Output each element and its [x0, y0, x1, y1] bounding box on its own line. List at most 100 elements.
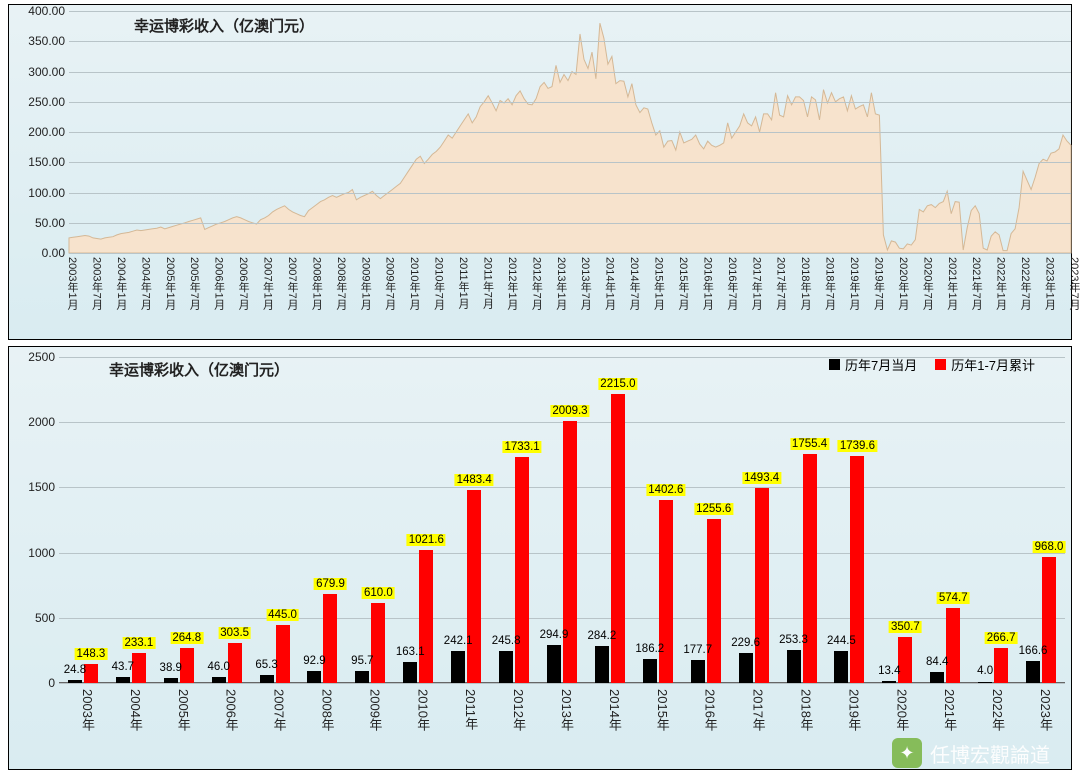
x-tick-label: 2006年 — [222, 689, 241, 731]
x-tick-label: 2022年7月 — [1017, 257, 1033, 310]
x-tick-label: 2004年7月 — [137, 257, 153, 310]
cumulative-value-label: 1402.6 — [646, 484, 685, 496]
x-tick-label: 2007年 — [270, 689, 289, 731]
bar-month — [691, 660, 705, 683]
month-value-label: 38.9 — [160, 662, 182, 674]
bar-month — [787, 650, 801, 683]
month-value-label: 294.9 — [540, 629, 569, 641]
cumulative-value-label: 574.7 — [937, 592, 970, 604]
bar-month — [978, 682, 992, 683]
month-value-label: 229.6 — [731, 637, 760, 649]
bar-month — [212, 677, 226, 683]
x-tick-label: 2016年1月 — [699, 257, 715, 310]
x-tick-label: 2005年 — [174, 689, 193, 731]
x-tick-label: 2013年1月 — [553, 257, 569, 310]
bar-month — [260, 675, 274, 684]
y-tick-label: 2000 — [28, 415, 55, 429]
y-tick-label: 500 — [35, 611, 55, 625]
cumulative-value-label: 1755.4 — [790, 438, 829, 450]
bar-cumulative — [276, 625, 290, 683]
x-tick-label: 2008年 — [317, 689, 336, 731]
cumulative-value-label: 610.0 — [362, 587, 395, 599]
bar-month — [403, 662, 417, 683]
bar-month — [68, 680, 82, 683]
x-tick-label: 2015年1月 — [651, 257, 667, 310]
x-tick-label: 2015年7月 — [675, 257, 691, 310]
month-value-label: 65.3 — [255, 659, 277, 671]
x-tick-label: 2011年1月 — [455, 257, 471, 309]
x-tick-label: 2004年1月 — [113, 257, 129, 310]
month-value-label: 177.7 — [683, 644, 712, 656]
month-value-label: 13.4 — [878, 665, 900, 677]
top-plot-area: 0.0050.00100.00150.00200.00250.00300.003… — [69, 11, 1071, 253]
x-tick-label: 2017年7月 — [773, 257, 789, 310]
x-tick-label: 2010年1月 — [406, 257, 422, 310]
x-tick-label: 2014年7月 — [626, 257, 642, 310]
wechat-icon: ✦ — [892, 738, 922, 768]
y-tick-label: 100.00 — [28, 186, 65, 200]
bottom-chart: 幸运博彩收入（亿澳门元） 历年7月当月历年1-7月累计 050010001500… — [8, 346, 1072, 770]
x-tick-label: 2015年 — [653, 689, 672, 731]
x-tick-label: 2009年 — [365, 689, 384, 731]
x-tick-label: 2006年1月 — [211, 257, 227, 310]
x-tick-label: 2013年7月 — [577, 257, 593, 310]
bar-month — [930, 672, 944, 683]
cumulative-value-label: 2009.3 — [550, 405, 589, 417]
x-tick-label: 2016年 — [701, 689, 720, 731]
x-tick-label: 2005年1月 — [162, 257, 178, 310]
cumulative-value-label: 1493.4 — [742, 472, 781, 484]
month-value-label: 46.0 — [207, 661, 229, 673]
cumulative-value-label: 1255.6 — [694, 503, 733, 515]
x-tick-label: 2022年1月 — [993, 257, 1009, 310]
y-tick-label: 400.00 — [28, 4, 65, 18]
month-value-label: 92.9 — [303, 655, 325, 667]
bar-cumulative — [515, 457, 529, 683]
x-tick-label: 2007年1月 — [260, 257, 276, 310]
bar-month — [116, 677, 130, 683]
bar-cumulative — [946, 608, 960, 683]
x-tick-label: 2018年 — [797, 689, 816, 731]
y-tick-label: 1000 — [28, 546, 55, 560]
cumulative-value-label: 1733.1 — [503, 441, 542, 453]
bar-month — [499, 651, 513, 683]
month-value-label: 84.4 — [926, 656, 948, 668]
x-tick-label: 2020年1月 — [895, 257, 911, 310]
cumulative-value-label: 445.0 — [266, 609, 299, 621]
month-value-label: 186.2 — [635, 643, 664, 655]
y-tick-label: 200.00 — [28, 125, 65, 139]
x-tick-label: 2020年 — [892, 689, 911, 731]
x-tick-label: 2003年1月 — [64, 257, 80, 310]
x-tick-label: 2014年 — [605, 689, 624, 731]
month-value-label: 242.1 — [444, 635, 473, 647]
x-tick-label: 2010年 — [413, 689, 432, 731]
month-value-label: 24.8 — [64, 664, 86, 676]
bar-cumulative — [850, 456, 864, 683]
month-value-label: 163.1 — [396, 646, 425, 658]
x-tick-label: 2012年 — [509, 689, 528, 731]
x-tick-label: 2009年1月 — [357, 257, 373, 310]
x-tick-label: 2004年 — [126, 689, 145, 731]
y-tick-label: 0.00 — [42, 246, 65, 260]
bar-cumulative — [323, 594, 337, 683]
x-tick-label: 2003年 — [78, 689, 97, 731]
x-tick-label: 2019年 — [844, 689, 863, 731]
month-value-label: 166.6 — [1019, 645, 1048, 657]
cumulative-value-label: 303.5 — [218, 627, 251, 639]
bar-cumulative — [563, 421, 577, 683]
bar-cumulative — [755, 488, 769, 683]
bar-month — [834, 651, 848, 683]
x-tick-label: 2008年7月 — [333, 257, 349, 310]
x-tick-label: 2023年 — [1036, 689, 1055, 731]
cumulative-value-label: 148.3 — [75, 648, 108, 660]
cumulative-value-label: 350.7 — [889, 621, 922, 633]
month-value-label: 4.0 — [977, 665, 993, 677]
x-tick-label: 2007年7月 — [284, 257, 300, 310]
month-value-label: 95.7 — [351, 655, 373, 667]
bar-month — [547, 645, 561, 683]
bar-cumulative — [467, 490, 481, 683]
x-tick-label: 2021年1月 — [944, 257, 960, 310]
x-tick-label: 2005年7月 — [186, 257, 202, 310]
x-tick-label: 2013年 — [557, 689, 576, 731]
watermark: ✦ 任博宏觀論道 — [892, 738, 1050, 768]
month-value-label: 284.2 — [588, 630, 617, 642]
